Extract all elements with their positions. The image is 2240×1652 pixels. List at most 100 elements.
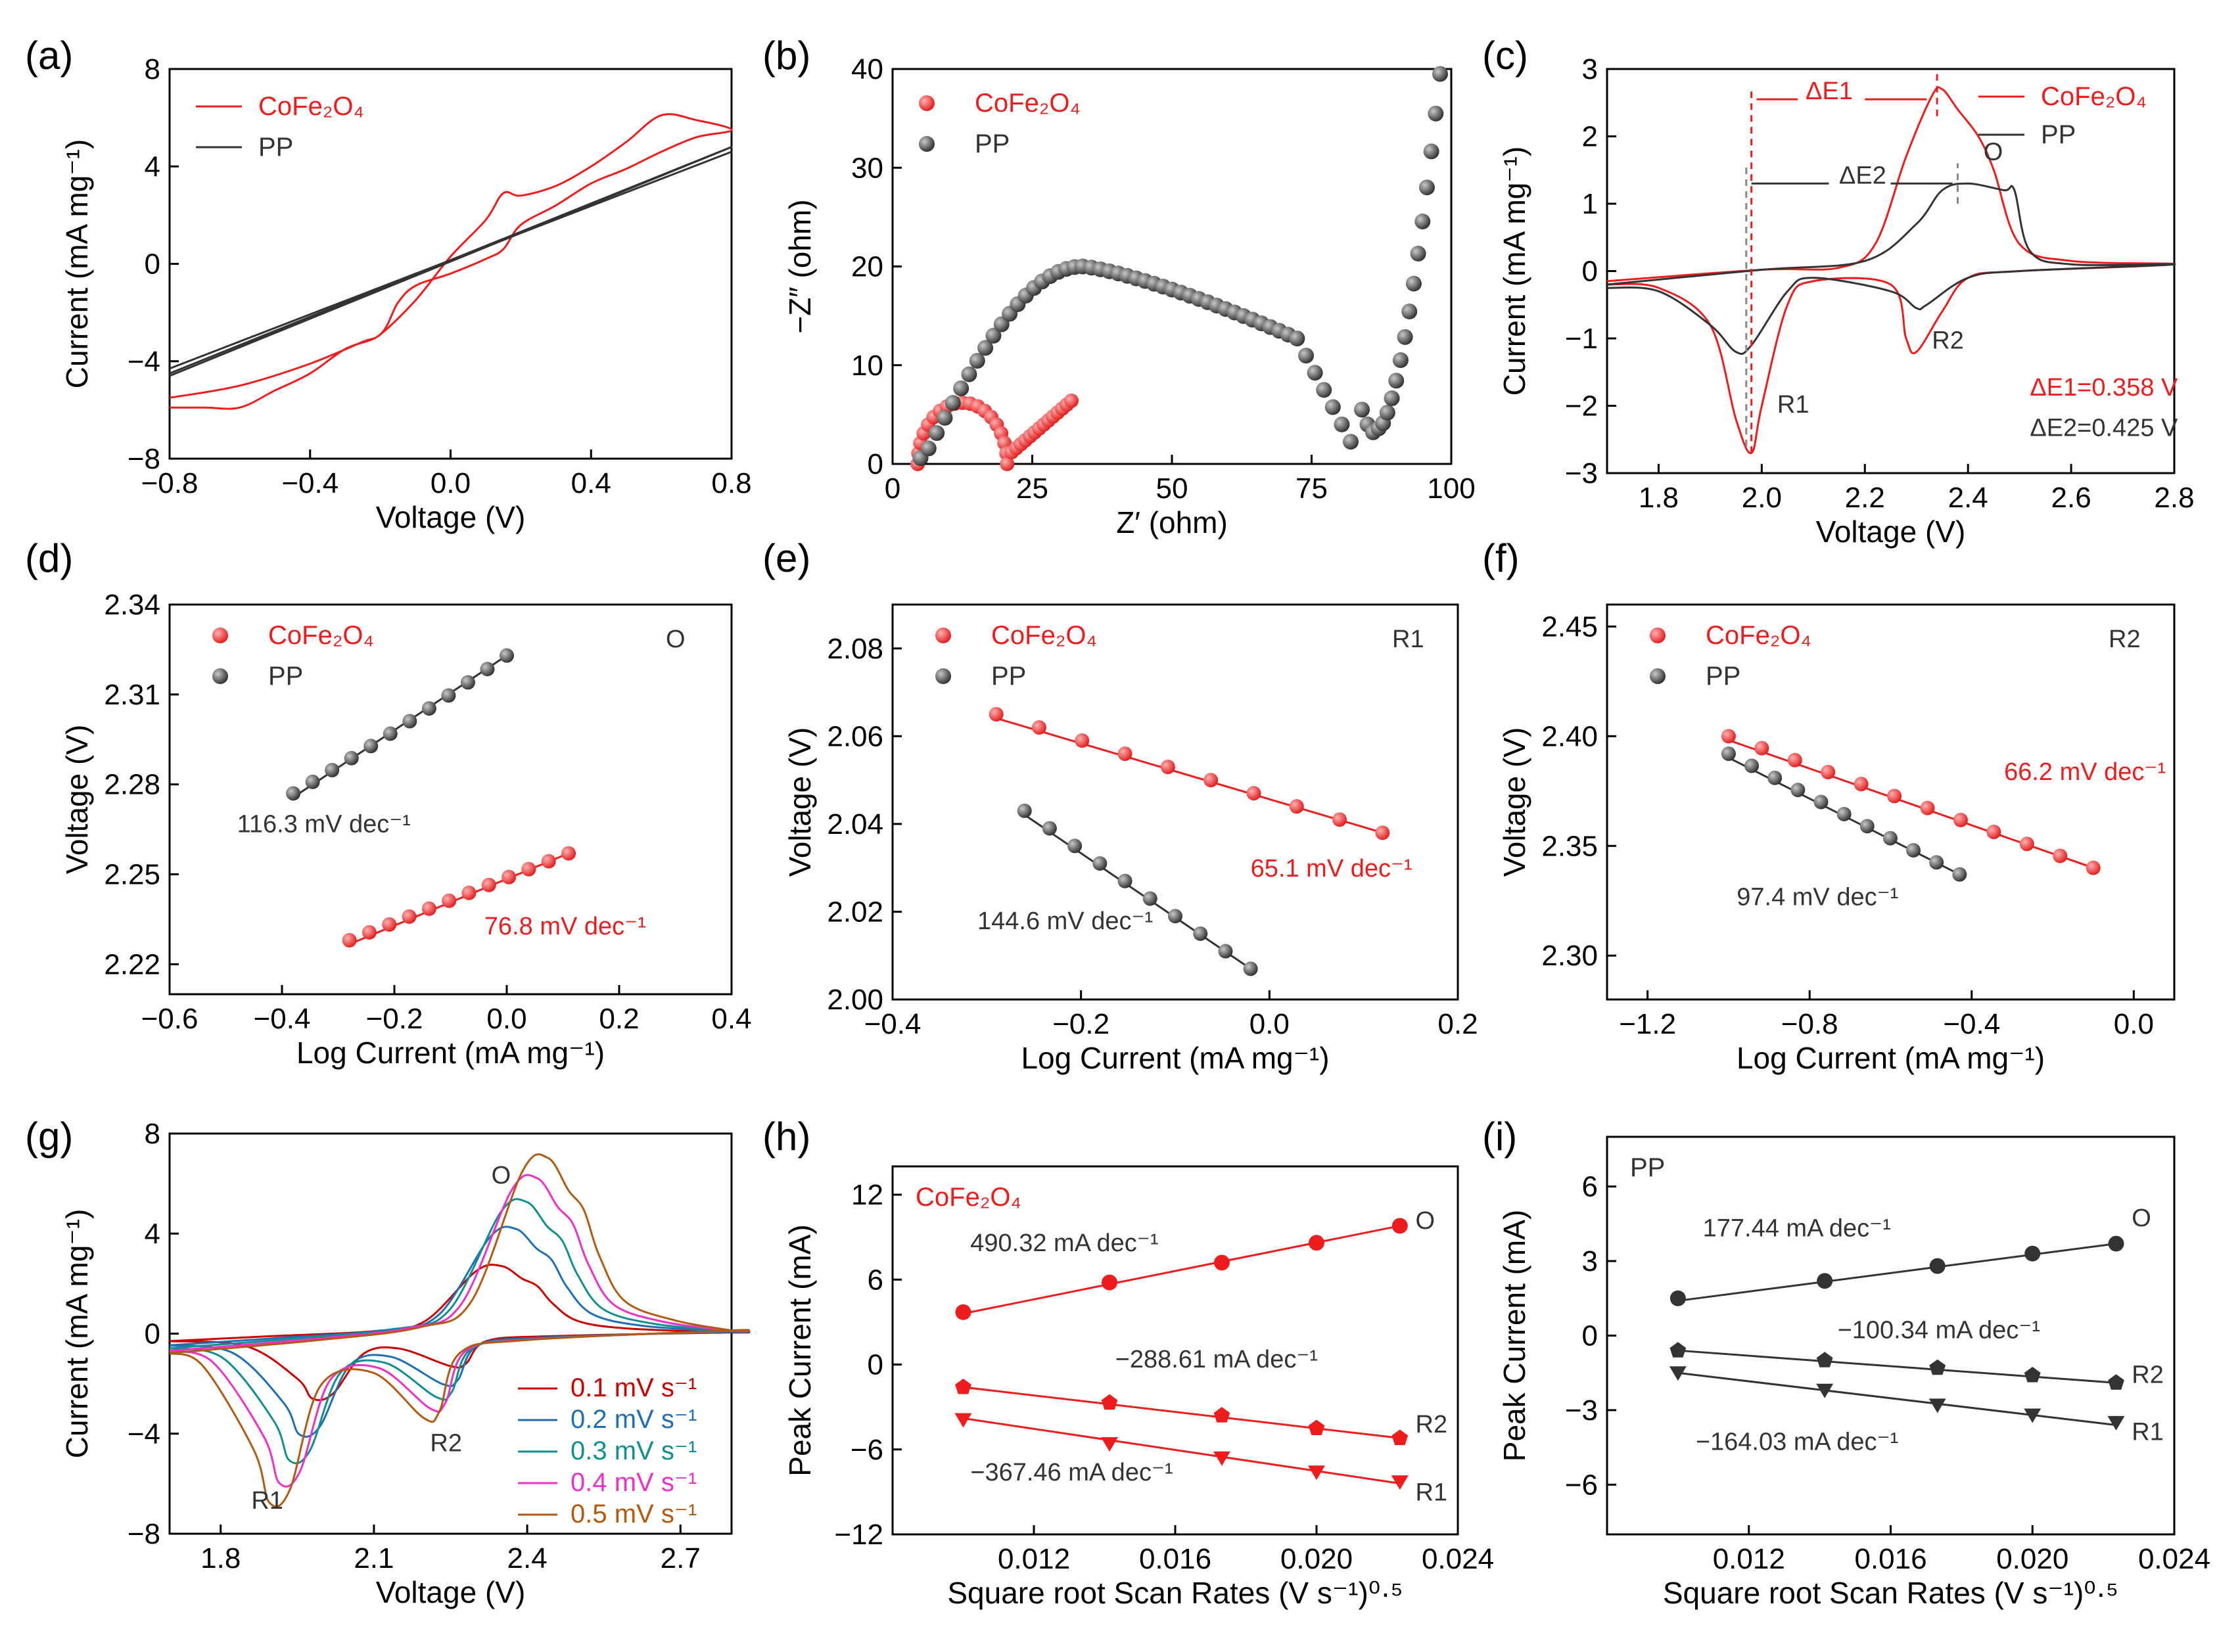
x-tick-label: 0.0 [431,467,471,499]
annotation: 144.6 mV dec⁻¹ [977,907,1153,935]
annotation: R1 [1777,391,1809,419]
data-point [442,893,457,908]
y-axis-label: Peak Current (mA) [1497,1210,1531,1461]
annotation: O [492,1162,511,1189]
annotation: −367.46 mA dec⁻¹ [970,1459,1173,1486]
y-tick-label: 40 [851,53,883,85]
legend-label: 0.1 mV s⁻¹ [571,1373,697,1402]
data-point [919,136,935,152]
data-point [1929,1258,1946,1274]
y-tick-label: 2.35 [1541,830,1598,862]
x-tick-label: −0.4 [281,467,338,499]
peak-label: O [666,626,686,653]
panel-h: 0.012 0.016 0.020 0.024 −12 −6 0 6 12 Square root… [762,1114,1494,1610]
series-title: CoFe₂O₄ [916,1183,1021,1212]
x-axis-label: Voltage (V) [376,500,526,534]
data-point [1414,214,1431,230]
x-tick-label: −0.8 [1781,1008,1838,1040]
data-point [421,701,436,716]
y-axis-label: Current (mA mg⁻¹) [1497,147,1531,396]
data-point [460,675,475,690]
legend-label: 0.4 mV s⁻¹ [571,1468,697,1497]
y-tick-label: 2.31 [104,679,160,711]
annotation: 116.3 mV dec⁻¹ [237,811,411,838]
data-point [1928,1398,1946,1413]
x-tick-label: 50 [1156,472,1188,505]
y-tick-label: 10 [851,350,883,382]
data-point [937,409,953,426]
x-tick-label: −0.2 [1052,1008,1109,1040]
data-point [1298,348,1314,364]
y-axis-label: Voltage (V) [1497,727,1531,877]
panel-f: −1.2 −0.8 −0.4 0.0 2.30 2.35 2.40 2.45 Log Curre… [1482,536,2176,1075]
y-tick-label: 2.28 [104,769,160,801]
data-point [1920,800,1935,815]
x-tick-label: 2.4 [507,1542,548,1574]
x-axis-label: Square root Scan Rates (V s⁻¹)⁰·⁵ [947,1576,1403,1610]
annotation: 76.8 mV dec⁻¹ [484,913,646,940]
data-point [920,440,937,457]
data-point [1388,373,1405,389]
y-axis-label: Voltage (V) [783,727,817,877]
annotation: ΔE2 [1839,162,1886,189]
annotation: O [1984,138,2003,166]
legend-label: PP [991,662,1026,691]
annotation: O [1416,1207,1435,1235]
data-point [1405,275,1422,292]
y-tick-label: 4 [145,1218,160,1250]
data-point [1787,752,1802,768]
y-tick-label: 30 [851,152,883,184]
legend-label: CoFe₂O₄ [268,621,374,650]
data-point [1929,855,1944,870]
data-point [383,726,398,741]
data-point [1952,867,1967,882]
data-point [402,909,417,924]
x-axis-label: Z′ (ohm) [1116,505,1228,539]
data-point [2053,848,2068,863]
y-tick-label: 0 [145,1318,160,1350]
x-tick-label: 0.012 [1713,1543,1785,1575]
panel-i: 0.012 0.016 0.020 0.024 −6 −3 0 3 6 Square root S… [1482,1114,2210,1610]
data-point [919,95,935,111]
x-axis-label: Log Current (mA mg⁻¹) [1021,1041,1329,1075]
x-axis-label: Log Current (mA mg⁻¹) [1737,1041,2045,1075]
data-point [541,854,556,869]
data-point [1289,331,1305,347]
annotation: R2 [2132,1361,2164,1388]
fit-line [996,717,1383,834]
x-tick-label: 2.2 [1845,482,1885,514]
data-point [1854,777,1869,792]
annotation: 97.4 mV dec⁻¹ [1737,883,1898,911]
data-point [500,648,514,663]
annotation: R2 [1932,327,1964,354]
panel-c: 1.8 2.0 2.2 2.4 2.6 2.8 −3 −2 −1 0 1 2 3 Voltage (V) C… [1482,34,2195,549]
x-tick-label: 0.0 [2114,1008,2154,1040]
data-point [1092,856,1108,871]
plot-frame [891,603,1459,1001]
x-tick-label: 0.2 [1437,1008,1478,1040]
y-axis-label: Peak Current (mA) [783,1224,817,1476]
panel-label: (h) [762,1114,810,1159]
fit-line [1677,1371,2116,1427]
x-tick-label: 75 [1295,472,1328,505]
y-tick-label: 2 [1582,121,1598,153]
scan-curve [169,1153,751,1508]
data-point [1391,1429,1409,1446]
y-tick-label: 2.22 [104,948,160,980]
y-tick-label: 2.45 [1541,610,1598,643]
legend-label: 0.3 mV s⁻¹ [571,1436,697,1465]
data-point [1813,794,1829,810]
data-point [1017,803,1032,818]
y-tick-label: −8 [128,443,160,475]
data-point [1744,758,1760,773]
x-tick-label: 100 [1427,472,1475,505]
data-point [1168,909,1182,924]
data-point [2019,837,2034,852]
x-tick-label: 2.1 [354,1542,394,1574]
y-tick-label: 2.40 [1541,720,1598,752]
x-tick-label: 1.8 [1639,482,1679,514]
y-tick-label: 20 [851,251,883,283]
data-point [1213,1451,1230,1466]
y-tick-label: 2.30 [1541,940,1598,972]
fit-line [1677,1243,2116,1302]
